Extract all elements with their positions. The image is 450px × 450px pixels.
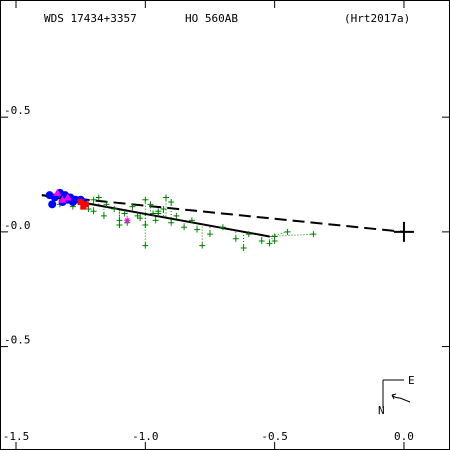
micrometry-point [129, 203, 136, 210]
micrometry-point [90, 208, 97, 215]
y-tick-label: -0.5 [4, 104, 31, 117]
micrometry-point [137, 215, 144, 222]
micrometry-point [181, 224, 188, 231]
micrometry-point [173, 212, 180, 219]
x-tick-label: -1.5 [3, 430, 30, 443]
micrometry-point [100, 212, 107, 219]
micrometry-point [150, 210, 157, 217]
micrometry-point [95, 194, 102, 201]
dashed-line-of-nodes [41, 194, 405, 233]
micrometry-point [188, 217, 195, 224]
header-wds-id: WDS 17434+3357 [44, 12, 137, 25]
x-tick-label: -1.0 [132, 430, 159, 443]
arrowhead-icon [391, 393, 397, 400]
micrometry-point [142, 196, 149, 203]
micrometry-point [155, 208, 162, 215]
special-point [58, 195, 67, 203]
micrometry-point [160, 205, 167, 212]
star-point [124, 217, 131, 224]
micrometry-point [142, 242, 149, 249]
micrometry-point [111, 205, 118, 212]
residual-line [269, 231, 288, 237]
micrometry-point [168, 199, 175, 206]
micrometry-point [152, 217, 159, 224]
special-point [53, 188, 62, 196]
data-marks [45, 188, 317, 251]
micrometry-point [206, 231, 213, 238]
micrometry-point [90, 196, 97, 203]
other-point [80, 203, 87, 210]
micrometry-point [199, 242, 206, 249]
micrometry-point [142, 222, 149, 228]
micrometry-point [121, 210, 128, 217]
interferometry-point [48, 200, 57, 209]
micrometry-point [310, 231, 317, 238]
micrometry-point [266, 240, 273, 247]
micrometry-point [245, 231, 252, 238]
y-tick-label: -0.0 [4, 219, 31, 232]
micrometry-point [103, 201, 110, 208]
east-label: E [408, 374, 415, 387]
north-label: N [378, 404, 385, 417]
micrometry-point [163, 194, 170, 201]
y-tick-label: -0.5 [4, 334, 31, 347]
micrometry-point [168, 219, 175, 226]
header-designation: HO 560AB [185, 12, 238, 25]
micrometry-point [147, 201, 154, 208]
special-point [63, 193, 72, 201]
micrometry-point [271, 238, 278, 245]
micrometry-point [240, 244, 247, 251]
micrometry-point [284, 228, 291, 235]
x-tick-label: -0.5 [261, 430, 288, 443]
residual-line [269, 236, 275, 242]
micrometry-point [194, 226, 201, 233]
other-point [77, 199, 84, 206]
orientation-indicator: E N [378, 374, 415, 417]
micrometry-point [258, 238, 265, 245]
micrometry-point [232, 235, 239, 242]
x-tick-label: 0.0 [394, 430, 414, 443]
header-reference: (Hrt2017a) [344, 12, 410, 25]
micrometry-point [219, 224, 226, 231]
micrometry-point [116, 222, 123, 228]
